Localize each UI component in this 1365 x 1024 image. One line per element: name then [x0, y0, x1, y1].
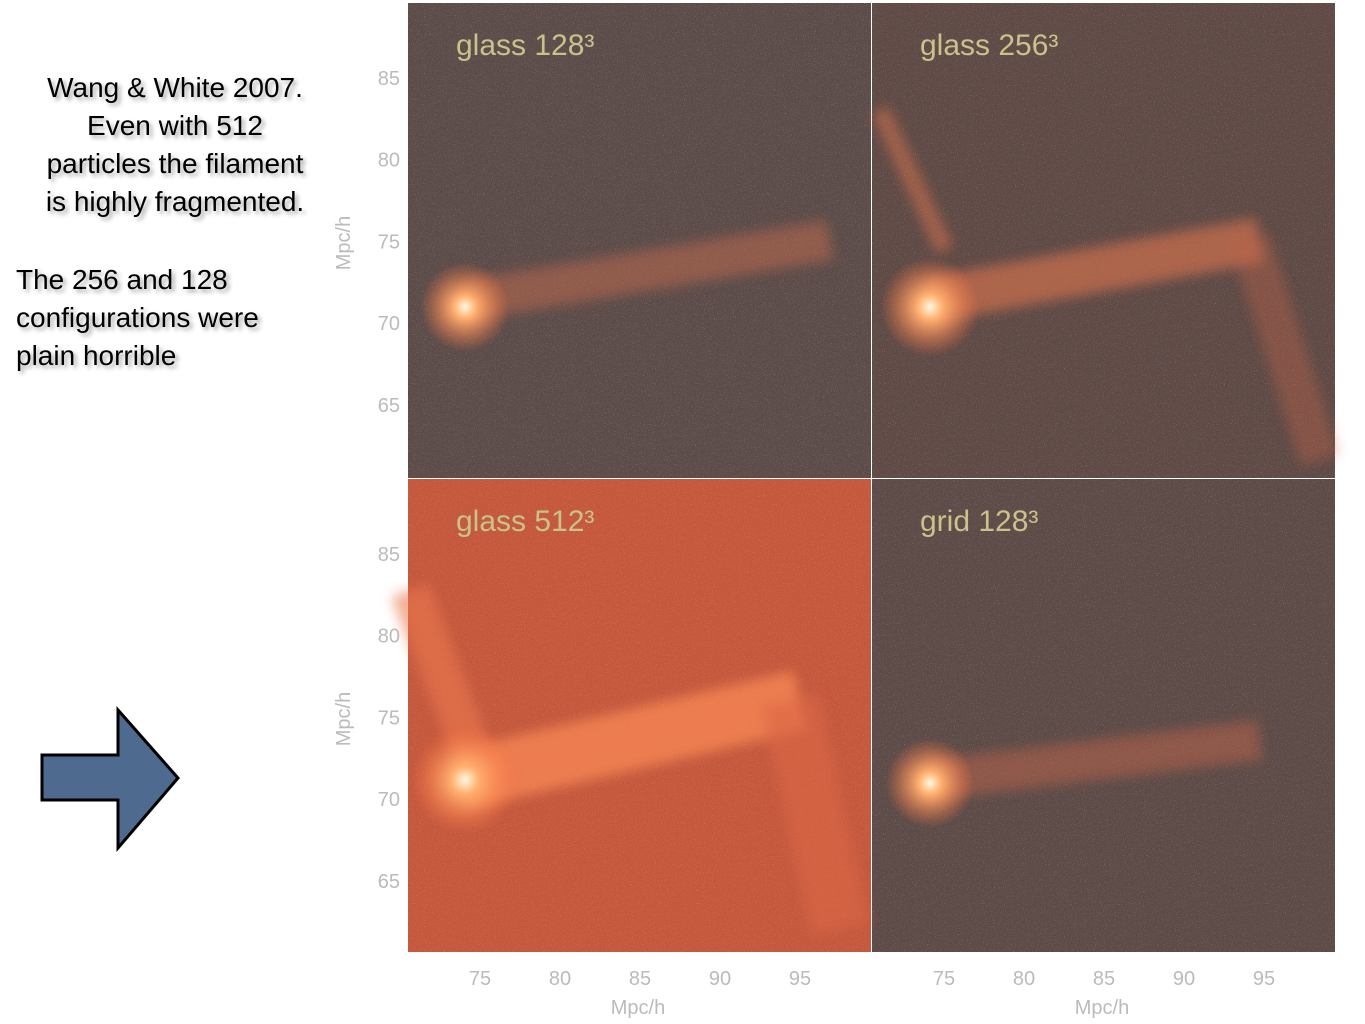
halo — [420, 262, 510, 352]
slide-text: configurations were — [16, 302, 259, 333]
slide-text: The 256 and 128 — [16, 264, 228, 295]
slide-text: plain horrible — [16, 340, 176, 371]
x-tick-label: 95 — [1253, 968, 1275, 990]
y-tick-label: 65 — [378, 871, 400, 893]
y-tick-label: 65 — [378, 395, 400, 417]
y-axis-label: Mpc/h — [333, 216, 355, 270]
x-tick-label: 80 — [1013, 968, 1035, 990]
x-tick-label: 85 — [1093, 968, 1115, 990]
y-tick-label: 80 — [378, 626, 400, 648]
x-tick-label: 80 — [549, 968, 571, 990]
y-tick-label: 75 — [378, 707, 400, 729]
panel-label: grid 128³ — [920, 505, 1038, 538]
halo — [880, 257, 980, 357]
panel-label: glass 256³ — [920, 29, 1058, 62]
halo — [410, 725, 520, 835]
slide-text: is highly fragmented. — [46, 186, 304, 217]
x-tick-label: 90 — [1173, 968, 1195, 990]
slide-text: Even with 512 — [87, 110, 263, 141]
panel-images — [391, 3, 1340, 952]
y-tick-label: 85 — [378, 68, 400, 90]
halo — [885, 738, 975, 828]
x-axis-label: Mpc/h — [611, 997, 665, 1019]
y-tick-label: 70 — [378, 313, 400, 335]
particle-noise — [408, 3, 1335, 952]
arrow — [40, 706, 180, 853]
y-tick-label: 85 — [378, 544, 400, 566]
x-tick-label: 90 — [709, 968, 731, 990]
x-tick-label: 75 — [933, 968, 955, 990]
x-tick-label: 85 — [629, 968, 651, 990]
y-axis-label: Mpc/h — [333, 692, 355, 746]
panel-label: glass 128³ — [456, 29, 594, 62]
x-axis-label: Mpc/h — [1075, 997, 1129, 1019]
y-tick-label: 75 — [378, 231, 400, 253]
y-tick-label: 70 — [378, 789, 400, 811]
slide-text: particles the filament — [47, 148, 304, 179]
slide-text: Wang & White 2007. — [47, 72, 303, 103]
content: Wang & White 2007. Even with 512 particles… — [16, 29, 1275, 1019]
x-tick-label: 95 — [789, 968, 811, 990]
x-tick-label: 75 — [469, 968, 491, 990]
y-tick-label: 80 — [378, 150, 400, 172]
panel-label: glass 512³ — [456, 505, 594, 538]
